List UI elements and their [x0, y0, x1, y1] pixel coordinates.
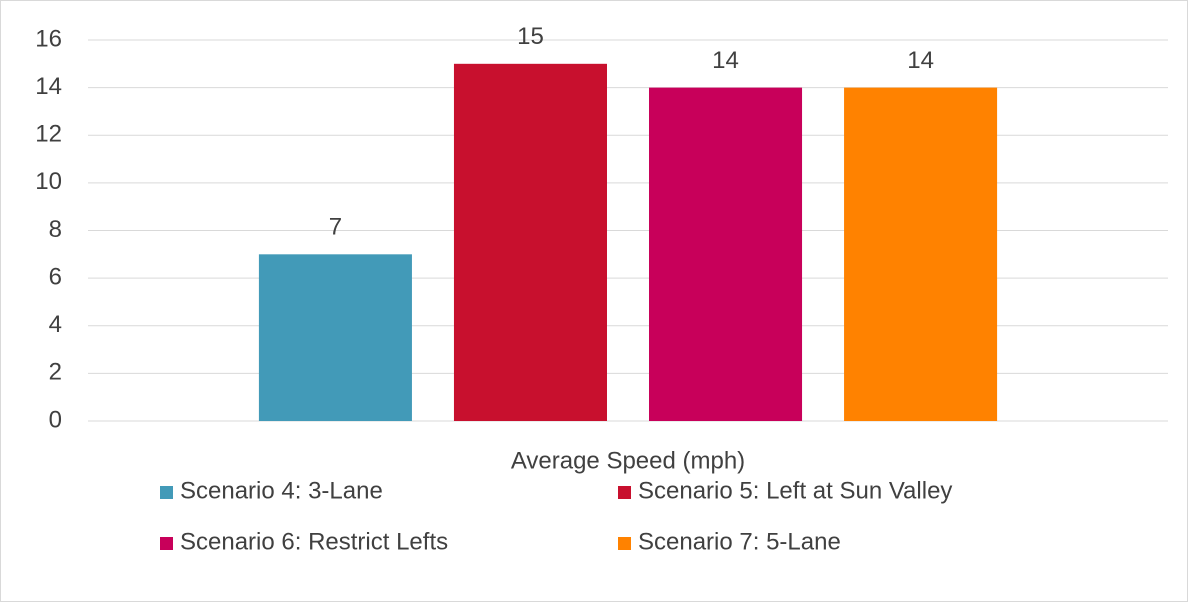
data-label: 15 — [517, 23, 544, 50]
legend-label: Scenario 4: 3-Lane — [180, 477, 383, 504]
legend-swatch — [160, 486, 173, 499]
y-tick-label: 2 — [49, 359, 62, 386]
legend-swatch — [618, 486, 631, 499]
legend-label: Scenario 5: Left at Sun Valley — [638, 477, 952, 504]
y-tick-label: 16 — [35, 25, 62, 52]
y-tick-label: 14 — [35, 73, 62, 100]
legend-label: Scenario 7: 5-Lane — [638, 528, 841, 555]
y-tick-label: 0 — [49, 406, 62, 433]
legend-label: Scenario 6: Restrict Lefts — [180, 528, 448, 555]
data-label: 7 — [329, 214, 342, 241]
data-label: 14 — [907, 47, 934, 74]
legend-swatch — [160, 537, 173, 550]
bar — [258, 254, 412, 421]
bar — [649, 87, 803, 421]
y-tick-label: 12 — [35, 121, 62, 148]
y-tick-label: 8 — [49, 216, 62, 243]
x-tick-label: Average Speed (mph) — [511, 447, 745, 474]
legend-swatch — [618, 537, 631, 550]
y-tick-label: 4 — [49, 311, 62, 338]
bar — [844, 87, 998, 421]
data-label: 14 — [712, 47, 739, 74]
y-tick-label: 6 — [49, 263, 62, 290]
y-tick-label: 10 — [35, 168, 62, 195]
bar — [453, 63, 607, 421]
